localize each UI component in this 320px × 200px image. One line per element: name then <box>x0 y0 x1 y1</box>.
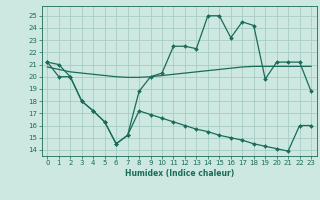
X-axis label: Humidex (Indice chaleur): Humidex (Indice chaleur) <box>124 169 234 178</box>
